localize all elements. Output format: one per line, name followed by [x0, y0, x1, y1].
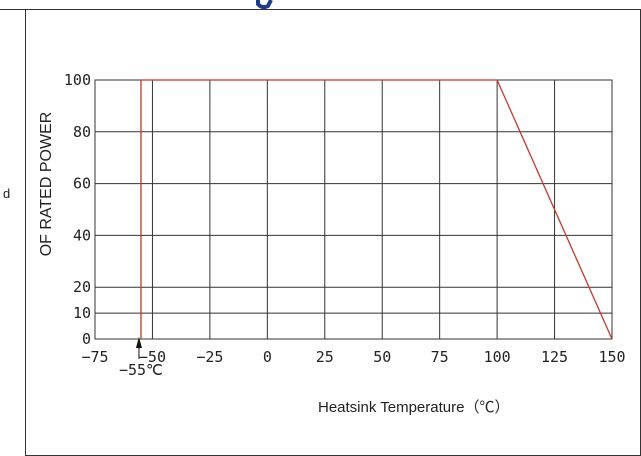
x-tick-label: −25 — [196, 348, 223, 366]
x-tick-label: −50 — [139, 348, 166, 366]
y-tick-label: 80 — [73, 123, 91, 141]
x-axis-label: Heatsink Temperature（℃） — [318, 399, 509, 416]
annotation-label: −55℃ — [119, 361, 163, 379]
grid-layer — [94, 79, 613, 340]
x-tick-label: 150 — [598, 348, 625, 366]
x-tick-label: −75 — [81, 348, 108, 366]
x-tick-label: 50 — [373, 348, 391, 366]
y-tick-label: 40 — [73, 226, 91, 244]
derating-curve — [140, 79, 613, 340]
axis-layer: −75 −50 −25 0 25 50 75 100 125 150 0 10 20 40 60 80 100 — [64, 71, 626, 366]
panel-border — [25, 9, 641, 456]
x-tick-label: 25 — [316, 348, 334, 366]
title-fragment-glyph — [256, 0, 273, 10]
y-tick-label: 0 — [82, 330, 91, 348]
x-tick-label: 0 — [263, 348, 272, 366]
side-label-fragment: d — [3, 186, 10, 201]
series-layer — [140, 79, 613, 340]
annotation-arrow-head — [135, 337, 142, 348]
plot-frame — [94, 79, 613, 340]
annotation-layer: −55℃ — [119, 337, 163, 379]
y-tick-label: 10 — [73, 304, 91, 322]
y-tick-label: 60 — [73, 175, 91, 193]
y-axis-label: OF RATED POWER — [38, 112, 55, 257]
y-tick-label: 100 — [64, 71, 91, 89]
y-tick-label: 20 — [73, 278, 91, 296]
x-tick-label: 100 — [484, 348, 511, 366]
x-tick-label: 125 — [541, 348, 568, 366]
x-tick-label: 75 — [431, 348, 449, 366]
